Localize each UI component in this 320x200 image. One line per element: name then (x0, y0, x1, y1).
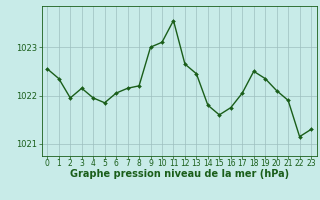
X-axis label: Graphe pression niveau de la mer (hPa): Graphe pression niveau de la mer (hPa) (70, 169, 289, 179)
